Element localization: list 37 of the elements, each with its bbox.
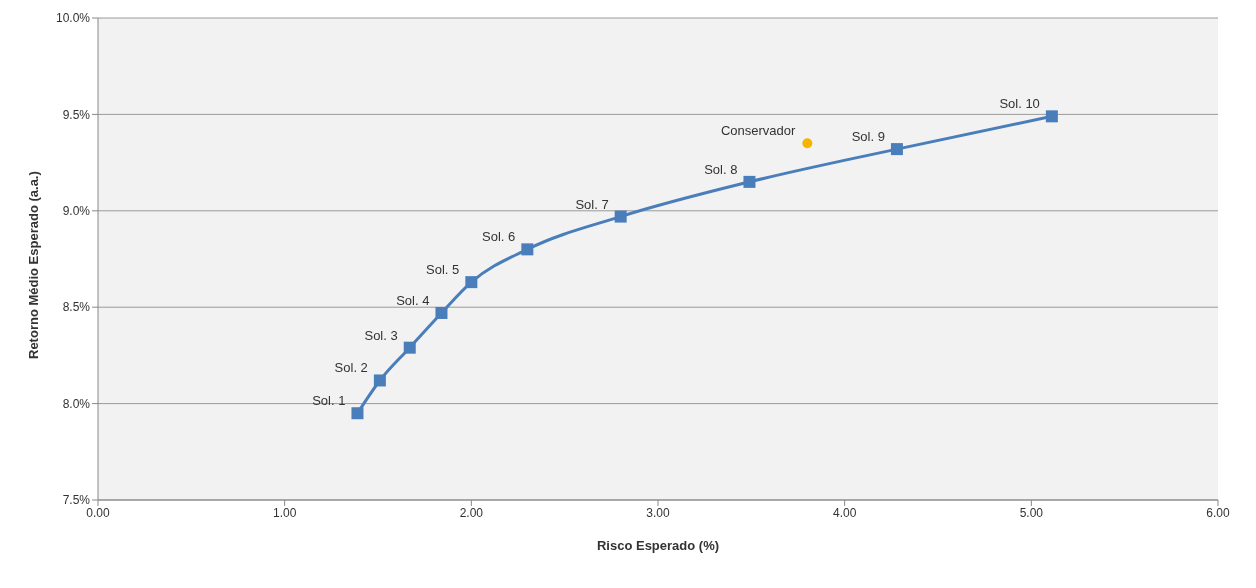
point — [465, 276, 478, 289]
point — [802, 138, 813, 149]
x-tick-label: 6.00 — [1206, 505, 1230, 520]
annotation: Conservador — [720, 123, 796, 139]
annotation: Sol. 10 — [999, 96, 1040, 112]
point — [435, 306, 448, 319]
annotation: Sol. 9 — [851, 129, 885, 145]
annotation: Sol. 3 — [364, 327, 398, 343]
point — [521, 243, 534, 256]
point — [614, 210, 627, 223]
y-tick-label: 8.5% — [62, 300, 91, 315]
y-tick-label: 8.0% — [62, 396, 91, 411]
x-tick-label: 1.00 — [272, 505, 297, 520]
point — [403, 341, 416, 354]
y-tick-label: 9.5% — [62, 107, 91, 122]
annotation: Sol. 7 — [575, 196, 609, 212]
annotation: Sol. 6 — [482, 229, 516, 245]
point — [890, 143, 903, 156]
x-tick-label: 0.00 — [86, 505, 110, 520]
x-axis-title: Risco Esperado (%) — [596, 538, 720, 553]
y-tick-label: 10.0% — [55, 11, 91, 26]
y-tick-label: 7.5% — [62, 493, 91, 508]
x-tick-label: 3.00 — [646, 505, 670, 520]
point — [743, 175, 756, 188]
y-axis-title: Retorno Médio Esperado (a.a.) — [25, 171, 41, 359]
x-tick-label: 5.00 — [1019, 505, 1044, 520]
x-tick-label: 2.00 — [459, 505, 484, 520]
annotation: Sol. 2 — [334, 360, 368, 376]
annotation: Sol. 8 — [704, 161, 738, 177]
annotation: Sol. 1 — [312, 393, 346, 409]
point — [373, 374, 386, 387]
annotation: Sol. 4 — [396, 292, 430, 308]
x-tick-label: 4.00 — [832, 505, 857, 520]
point — [351, 407, 364, 420]
point — [1045, 110, 1058, 123]
y-tick-label: 9.0% — [62, 204, 91, 219]
annotation: Sol. 5 — [426, 262, 460, 278]
